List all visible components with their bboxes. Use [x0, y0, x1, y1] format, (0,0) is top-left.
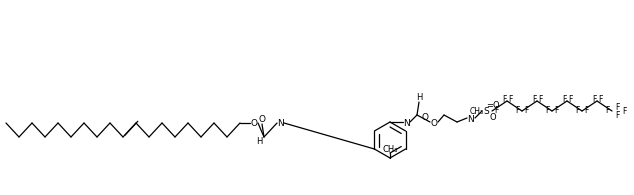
- Text: F: F: [538, 95, 542, 104]
- Text: F: F: [584, 106, 588, 115]
- Text: O: O: [430, 119, 437, 128]
- Text: F: F: [615, 111, 619, 120]
- Text: N: N: [403, 119, 410, 128]
- Text: F: F: [605, 106, 610, 115]
- Text: F: F: [598, 95, 602, 104]
- Text: =O: =O: [486, 102, 500, 111]
- Text: F: F: [532, 95, 536, 104]
- Text: F: F: [568, 95, 573, 104]
- Text: F: F: [515, 106, 520, 115]
- Text: F: F: [576, 106, 580, 115]
- Text: F: F: [495, 106, 498, 115]
- Text: H: H: [256, 136, 262, 145]
- Text: O: O: [422, 113, 429, 122]
- Text: F: F: [554, 106, 559, 115]
- Text: N: N: [276, 120, 283, 129]
- Text: F: F: [622, 106, 626, 115]
- Text: O: O: [489, 113, 496, 122]
- Text: S: S: [483, 107, 489, 116]
- Text: F: F: [592, 95, 596, 104]
- Text: F: F: [545, 106, 550, 115]
- Text: H: H: [416, 93, 422, 103]
- Text: F: F: [524, 106, 529, 115]
- Text: O: O: [250, 119, 257, 128]
- Text: F: F: [615, 103, 619, 112]
- Text: O: O: [259, 115, 266, 124]
- Text: F: F: [501, 95, 506, 104]
- Text: N: N: [468, 114, 474, 123]
- Text: F: F: [508, 95, 512, 104]
- Text: CH₃: CH₃: [382, 144, 398, 153]
- Text: F: F: [562, 95, 566, 104]
- Text: CH₃: CH₃: [470, 106, 484, 115]
